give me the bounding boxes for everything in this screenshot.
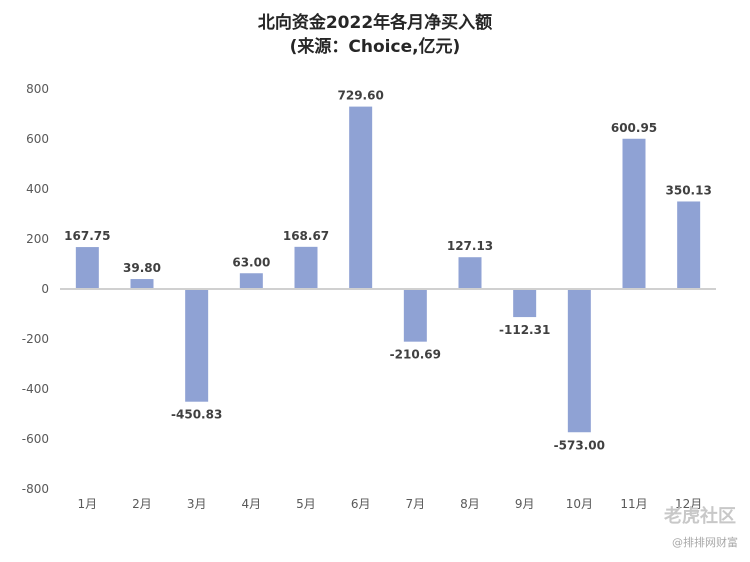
y-axis: 800 600 400 200 0 -200 -400 -600 -800	[22, 82, 49, 496]
x-axis: 1月 2月 3月 4月 5月 6月 7月 8月 9月 10月 11月 12月	[78, 497, 703, 511]
data-label: -112.31	[499, 323, 550, 337]
x-tick-label: 10月	[566, 497, 593, 511]
watermark: 老虎社区 @排排网财富	[664, 505, 738, 549]
x-tick-label: 2月	[132, 497, 152, 511]
data-label: 350.13	[666, 183, 712, 197]
data-label: 600.95	[611, 121, 657, 135]
watermark-sub-text: @排排网财富	[672, 535, 738, 549]
y-tick-label: -600	[22, 432, 49, 446]
data-label: 729.60	[338, 89, 384, 103]
bar	[75, 247, 99, 289]
data-label: 127.13	[447, 239, 493, 253]
data-label: 39.80	[123, 261, 161, 275]
x-tick-label: 3月	[187, 497, 207, 511]
chart-subtitle: (来源：Choice,亿元)	[290, 36, 461, 57]
y-tick-label: -400	[22, 382, 49, 396]
y-tick-label: 0	[41, 282, 49, 296]
bar	[403, 289, 427, 342]
x-tick-label: 9月	[515, 497, 535, 511]
data-label: 168.67	[283, 229, 329, 243]
bar	[294, 246, 318, 289]
x-tick-label: 11月	[620, 497, 647, 511]
data-label: -450.83	[171, 408, 222, 422]
bar	[185, 289, 209, 402]
chart-title: 北向资金2022年各月净买入额	[258, 12, 492, 33]
x-tick-label: 6月	[351, 497, 371, 511]
data-label: -210.69	[390, 348, 441, 362]
data-label: -573.00	[554, 438, 605, 452]
x-tick-label: 4月	[242, 497, 262, 511]
x-tick-label: 7月	[406, 497, 426, 511]
y-tick-label: 800	[26, 82, 49, 96]
watermark-main-text: 老虎社区	[664, 505, 736, 527]
x-tick-label: 1月	[78, 497, 98, 511]
bar	[458, 257, 482, 289]
data-label: 63.00	[232, 255, 270, 269]
bar-series	[75, 106, 701, 433]
x-tick-label: 8月	[460, 497, 480, 511]
y-tick-label: -200	[22, 332, 49, 346]
data-labels: 167.75 39.80 -450.83 63.00 168.67 729.60 -210.…	[64, 89, 712, 453]
data-label: 167.75	[64, 229, 110, 243]
x-tick-label: 12月	[675, 497, 702, 511]
y-tick-label: 600	[26, 132, 49, 146]
bar	[513, 289, 537, 318]
bar	[130, 279, 154, 289]
y-tick-label: 200	[26, 232, 49, 246]
bar	[239, 273, 263, 289]
y-tick-label: -800	[22, 482, 49, 496]
x-tick-label: 5月	[296, 497, 316, 511]
bar	[677, 201, 701, 289]
bar	[349, 106, 373, 289]
bar	[622, 138, 646, 289]
bar	[567, 289, 591, 433]
y-tick-label: 400	[26, 182, 49, 196]
